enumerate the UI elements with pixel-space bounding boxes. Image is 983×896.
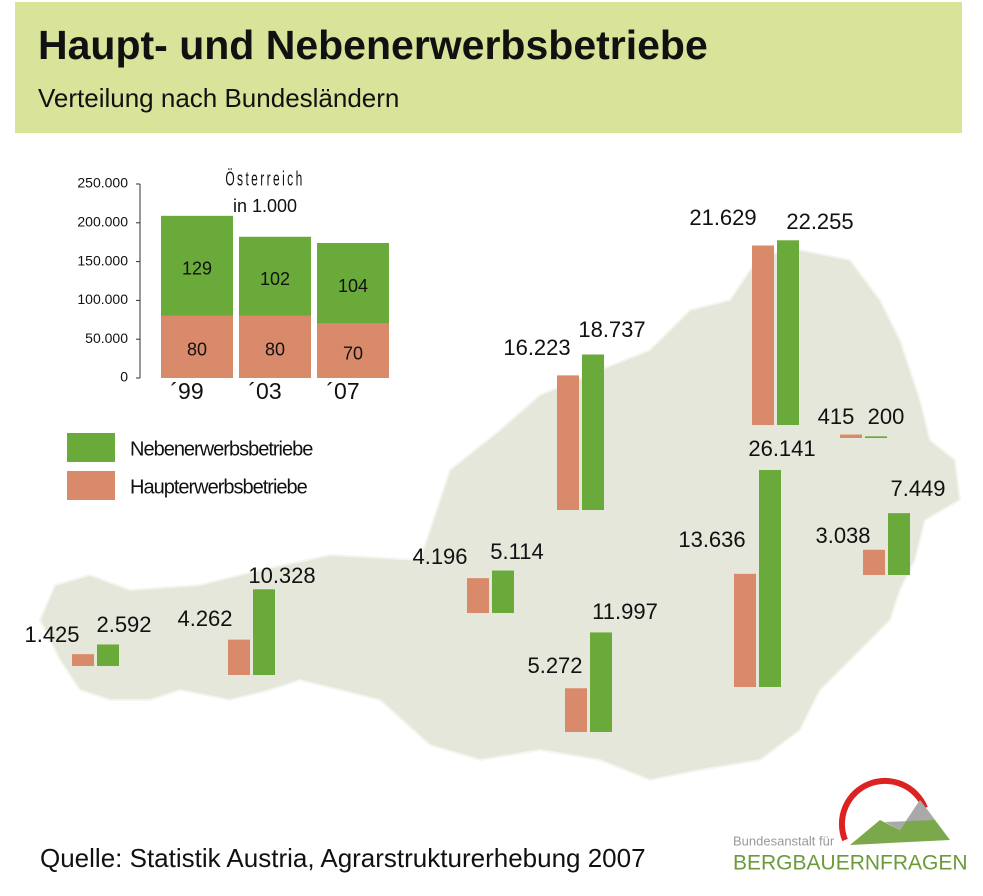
- y-tick-label: 200.000: [77, 214, 128, 230]
- legend-label: Nebenerwerbsbetriebe: [130, 438, 313, 460]
- y-tick-label: 0: [120, 369, 128, 385]
- map-bar: [840, 434, 862, 438]
- map-bar: [752, 245, 774, 425]
- logo-line1: Bundesanstalt für: [733, 833, 835, 848]
- title: Haupt- und Nebenerwerbsbetriebe: [38, 22, 708, 68]
- map-bar: [467, 578, 489, 613]
- map-value-label: 10.328: [248, 563, 315, 588]
- map-bar: [557, 375, 579, 510]
- y-tick-label: 150.000: [77, 252, 128, 268]
- map-bar: [777, 240, 799, 425]
- map-value-label: 5.272: [527, 653, 582, 678]
- logo-line2: BERGBAUERNFRAGEN: [733, 852, 968, 875]
- map-bar: [865, 436, 887, 438]
- subtitle: Verteilung nach Bundesländern: [38, 83, 399, 113]
- map-bar: [228, 639, 250, 675]
- map-bar: [759, 470, 781, 687]
- map-bar: [582, 354, 604, 510]
- y-tick-label: 50.000: [85, 330, 128, 346]
- legend-label: Haupterwerbsbetriebe: [130, 476, 308, 498]
- map-value-label: 4.196: [412, 544, 467, 569]
- map-value-label: 4.262: [177, 606, 232, 631]
- map-value-label: 26.141: [748, 436, 815, 461]
- legend-swatch: [67, 433, 115, 462]
- x-tick-label: ´03: [248, 378, 281, 404]
- bar-segment: [239, 315, 311, 378]
- logo-swoosh: [838, 777, 928, 842]
- map-bar: [888, 513, 910, 575]
- legend-swatch: [67, 471, 115, 500]
- map-value-label: 13.636: [678, 527, 745, 552]
- y-tick-label: 250.000: [77, 175, 128, 191]
- map-value-label: 21.629: [689, 205, 756, 230]
- x-tick-label: ´07: [326, 378, 359, 404]
- bar-segment: [161, 315, 233, 378]
- map-value-label: 22.255: [786, 209, 853, 234]
- map-value-label: 18.737: [578, 317, 645, 342]
- map-value-label: 3.038: [815, 523, 870, 548]
- map-value-label: 1.425: [24, 622, 79, 647]
- x-tick-label: ´99: [170, 378, 203, 404]
- source: Quelle: Statistik Austria, Agrarstruktur…: [40, 843, 646, 873]
- map-value-label: 16.223: [503, 335, 570, 360]
- map-value-label: 7.449: [890, 476, 945, 501]
- value-label: 80: [187, 340, 207, 360]
- map-bar: [863, 549, 885, 575]
- value-label: 104: [338, 276, 368, 296]
- map-value-label: 415: [818, 404, 855, 429]
- map-value-label: 5.114: [490, 539, 543, 564]
- logo-rock: [885, 800, 935, 830]
- bar-segment: [161, 215, 233, 316]
- map-bar: [590, 632, 612, 732]
- value-label: 102: [260, 269, 290, 289]
- value-label: 129: [182, 259, 212, 279]
- y-tick-label: 100.000: [77, 291, 128, 307]
- value-label: 80: [265, 340, 285, 360]
- bar-segment: [239, 236, 311, 316]
- map-value-label: 2.592: [96, 612, 151, 637]
- map-bar: [97, 644, 119, 666]
- map-bar: [253, 589, 275, 675]
- map-value-label: 11.997: [592, 599, 658, 624]
- logo: Bundesanstalt für BERGBAUERNFRAGEN: [733, 777, 968, 875]
- value-label: 70: [343, 344, 363, 364]
- map-bar: [734, 573, 756, 687]
- map-value-label: 200: [868, 404, 905, 429]
- bar-segment: [317, 242, 389, 324]
- inset-title: Österreich: [225, 168, 304, 190]
- map-bar: [492, 570, 514, 613]
- inset-subtitle: in 1.000: [233, 196, 297, 216]
- bar-segment: [317, 323, 389, 378]
- map-bar: [565, 688, 587, 732]
- header-band: [15, 2, 962, 133]
- map-bar: [72, 654, 94, 666]
